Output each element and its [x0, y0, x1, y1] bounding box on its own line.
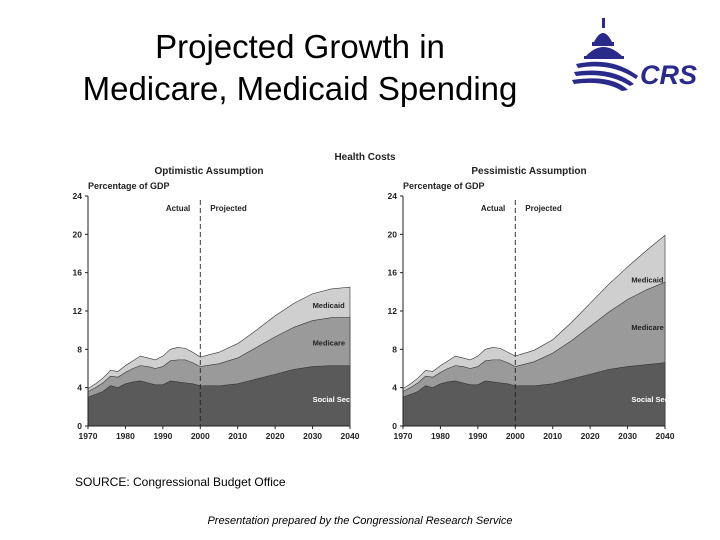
- y-tick-label: 0: [77, 421, 82, 431]
- series-label: Medicare: [313, 339, 346, 348]
- panel-title: Optimistic Assumption: [154, 166, 263, 177]
- y-axis-label: Percentage of GDP: [88, 181, 170, 191]
- y-tick-label: 24: [73, 191, 83, 201]
- title-line-2: Medicare, Medicaid Spending: [82, 70, 518, 107]
- plot-area-optimistic: 0 4 8 12 16 20 24 1970 1980 1990 2000 2010 2020 2030 2…: [73, 191, 368, 441]
- panel-optimistic: Optimistic Assumption Percentage of GDP …: [73, 166, 368, 441]
- x-tick-label: 1970: [79, 431, 98, 441]
- y-tick-label: 0: [392, 421, 397, 431]
- x-tick-label: 2010: [543, 431, 562, 441]
- area-social-security: [87, 365, 351, 427]
- chart-main-title: Health Costs: [334, 152, 396, 163]
- actual-label: Actual: [166, 204, 190, 213]
- y-tick-label: 20: [388, 229, 398, 239]
- x-tick-label: 2030: [618, 431, 637, 441]
- capitol-dome-icon: [572, 18, 638, 91]
- health-costs-chart: Health Costs Optimistic Assumption Perce…: [73, 152, 675, 441]
- y-tick-label: 16: [73, 268, 83, 278]
- area-social-security: [402, 362, 666, 427]
- series-label: Social Security: [631, 395, 675, 404]
- projected-label: Projected: [525, 204, 562, 213]
- x-tick-label: 2000: [506, 431, 525, 441]
- y-tick-label: 8: [392, 344, 397, 354]
- series-label: Medicare: [631, 323, 664, 332]
- y-tick-label: 20: [73, 229, 83, 239]
- series-label: Social Security: [313, 395, 368, 404]
- footer-credit: Presentation prepared by the Congression…: [207, 515, 513, 527]
- plot-area-pessimistic: 0 4 8 12 16 20 24 1970 1980 1990 2000 2010 2020 2030 2…: [388, 191, 675, 441]
- y-tick-label: 12: [388, 306, 398, 316]
- x-tick-label: 1980: [431, 431, 450, 441]
- series-label: Medicaid: [313, 301, 346, 310]
- x-tick-label: 2040: [341, 431, 360, 441]
- y-tick-label: 16: [388, 268, 398, 278]
- x-tick-label: 2020: [266, 431, 285, 441]
- actual-label: Actual: [481, 204, 505, 213]
- x-tick-label: 2030: [303, 431, 322, 441]
- y-tick-label: 12: [73, 306, 83, 316]
- x-tick-label: 1970: [394, 431, 413, 441]
- panel-title: Pessimistic Assumption: [471, 166, 586, 177]
- slide-title: Projected Growth in Medicare, Medicaid S…: [30, 26, 570, 110]
- x-tick-label: 2040: [656, 431, 675, 441]
- x-tick-label: 2000: [191, 431, 210, 441]
- x-tick-label: 1990: [153, 431, 172, 441]
- panel-pessimistic: Pessimistic Assumption Percentage of GDP…: [388, 166, 675, 441]
- x-tick-label: 2010: [228, 431, 247, 441]
- x-tick-label: 1980: [116, 431, 135, 441]
- source-note: SOURCE: Congressional Budget Office: [75, 475, 286, 489]
- series-label: Medicaid: [631, 275, 664, 284]
- logo-text: CRS: [640, 60, 697, 90]
- x-tick-label: 2020: [581, 431, 600, 441]
- y-axis-label: Percentage of GDP: [403, 181, 485, 191]
- crs-logo: CRS: [572, 18, 697, 91]
- y-tick-label: 4: [392, 383, 397, 393]
- title-line-1: Projected Growth in: [155, 28, 445, 65]
- projected-label: Projected: [210, 204, 247, 213]
- y-tick-label: 24: [388, 191, 398, 201]
- x-tick-label: 1990: [468, 431, 487, 441]
- y-tick-label: 4: [77, 383, 82, 393]
- y-tick-label: 8: [77, 344, 82, 354]
